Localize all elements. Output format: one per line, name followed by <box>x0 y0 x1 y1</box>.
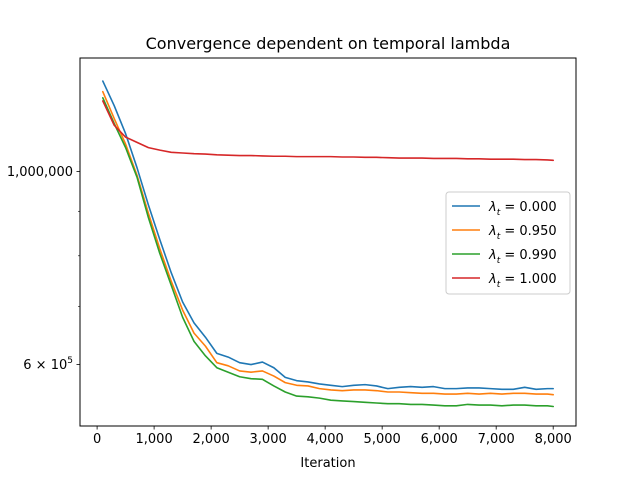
axes-layer: 0 1,000 2,000 3,000 4,000 5,000 6,000 7,000 8,00… <box>7 165 572 447</box>
series-line-3 <box>102 100 555 162</box>
legend-symbol: λ <box>488 272 497 287</box>
x-tick-label: 3,000 <box>250 432 287 447</box>
legend-subscript: t <box>497 256 501 266</box>
x-tick-label: 7,000 <box>478 432 515 447</box>
series-layer <box>102 80 555 408</box>
legend-subscript: t <box>497 280 501 290</box>
x-tick-label: 0 <box>93 432 101 447</box>
legend-label: λt = 1.000 <box>488 272 557 290</box>
legend-label: λt = 0.000 <box>488 200 557 218</box>
x-tick-label: 4,000 <box>307 432 344 447</box>
legend-subscript: t <box>497 208 501 218</box>
x-tick-label: 1,000 <box>136 432 173 447</box>
y-tick-base: 6 × 10 <box>23 358 67 373</box>
legend-subscript: t <box>497 232 501 242</box>
legend-value: = 0.000 <box>500 200 556 215</box>
legend-label: λt = 0.950 <box>488 224 557 242</box>
legend-label: λt = 0.990 <box>488 248 557 266</box>
legend-symbol: λ <box>488 224 497 239</box>
series-line-0 <box>102 80 555 391</box>
legend-symbol: λ <box>488 248 497 263</box>
legend-symbol: λ <box>488 200 497 215</box>
plot-frame <box>79 57 577 427</box>
x-axis-label: Iteration <box>300 456 355 471</box>
x-tick-label: 2,000 <box>193 432 230 447</box>
series-line-1 <box>102 90 555 396</box>
y-tick-label: 6 × 105 <box>23 356 73 373</box>
y-tick-label: 1,000,000 <box>7 165 73 180</box>
series-line-2 <box>102 97 555 408</box>
legend-value: = 0.990 <box>500 248 556 263</box>
legend-frame <box>445 191 571 295</box>
legend-value: = 1.000 <box>500 272 556 287</box>
x-tick-label: 5,000 <box>364 432 401 447</box>
x-tick-label: 8,000 <box>535 432 572 447</box>
y-tick-exponent: 5 <box>67 356 73 366</box>
plot-area: 0 1,000 2,000 3,000 4,000 5,000 6,000 7,000 8,00… <box>7 57 577 447</box>
x-tick-label: 6,000 <box>421 432 458 447</box>
chart-title: Convergence dependent on temporal lambda <box>146 34 511 53</box>
legend-value: = 0.950 <box>500 224 556 239</box>
